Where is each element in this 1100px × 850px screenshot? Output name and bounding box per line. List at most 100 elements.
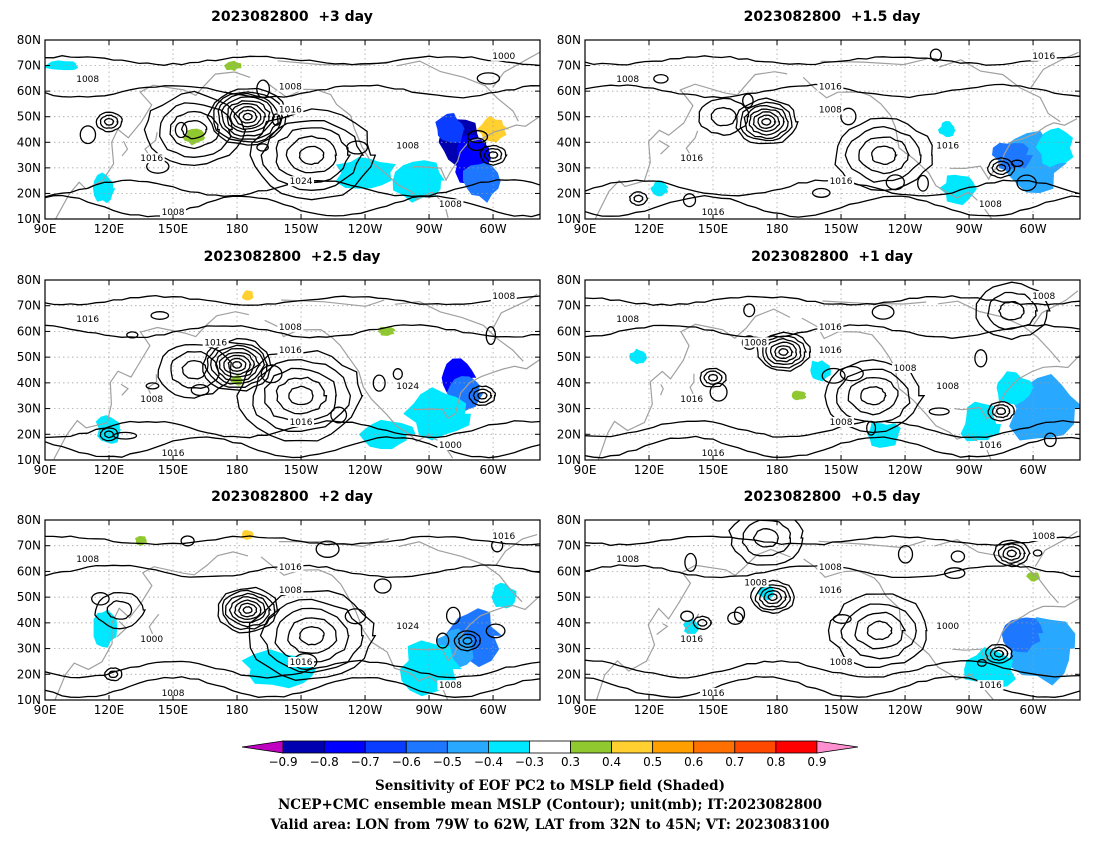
map-panel-plus-3-day: 1008 1008 1016 1016 1024 1008 1008 1000 1008 80N 7… (17, 33, 541, 236)
isobar (479, 144, 508, 166)
lon-tick-label: 150W (284, 222, 319, 236)
isobar (232, 361, 243, 369)
contour-label-bg (202, 337, 229, 348)
isobar (223, 354, 252, 376)
shaded-region (1035, 127, 1074, 168)
isobar (866, 620, 893, 641)
lat-tick-label: 10N (17, 693, 41, 707)
isobar (238, 109, 259, 124)
shaded-region (1001, 617, 1044, 653)
isobar (835, 368, 911, 424)
contour-label: 1008 (279, 323, 302, 333)
isobar (996, 163, 1007, 172)
lon-tick-label: 150E (698, 703, 729, 717)
contour-label-bg (394, 381, 421, 391)
coastline-segment (660, 384, 664, 396)
contour-label-bg (1030, 531, 1057, 541)
contour-label: 1016 (830, 177, 853, 187)
isobar (739, 101, 793, 142)
isobar (680, 610, 695, 622)
isobar (233, 599, 262, 620)
isobar (45, 420, 540, 439)
isobar (976, 658, 987, 667)
contour-label-bg (288, 657, 315, 667)
contour-label: 1008 (616, 315, 639, 325)
isobar (229, 102, 267, 130)
contour-label-bg (288, 176, 315, 187)
lon-tick-label: 60W (479, 463, 506, 477)
lat-tick-label: 50N (557, 590, 581, 604)
isobar (218, 351, 256, 378)
isobar (748, 108, 785, 136)
contour-label-bg (74, 314, 101, 325)
isobar (929, 48, 943, 62)
isobar (847, 376, 899, 416)
lon-tick-label: 90W (955, 463, 982, 477)
isobar (633, 194, 644, 203)
isobar (45, 194, 540, 218)
isobar (928, 407, 950, 416)
contour-label-bg (160, 687, 187, 698)
contour-label: 1016 (819, 346, 842, 356)
lon-tick-label: 150W (824, 463, 859, 477)
isobar (298, 626, 325, 646)
lat-tick-label: 60N (17, 84, 41, 98)
contour-label: 1016 (279, 346, 302, 356)
isobar (221, 589, 276, 631)
isobar (256, 143, 269, 152)
contour-label: 1008 (279, 83, 302, 93)
isobar (392, 368, 403, 380)
lon-tick-label: 120W (888, 463, 923, 477)
isobar (472, 388, 493, 403)
isobar (735, 97, 799, 145)
isobar (1010, 159, 1024, 168)
colorbar-tick-label: 0.5 (643, 755, 662, 769)
isobar (703, 370, 723, 385)
coastline-segment (938, 59, 1061, 123)
lat-tick-label: 40N (557, 376, 581, 390)
figure-caption-line-1: Sensitivity of EOF PC2 to MSLP field (Sh… (375, 778, 725, 794)
contour-label-bg (934, 140, 961, 151)
contour-label: 1016 (819, 83, 842, 93)
isobar (104, 667, 123, 682)
isobar (763, 589, 783, 605)
contour-labels: 1016 1008 1016 1008 1016 1024 1000 1008 1016 1016 (74, 291, 517, 459)
contour-label: 1008 (1032, 532, 1055, 542)
isobar (213, 91, 284, 143)
isobar (684, 552, 697, 572)
isobar (827, 593, 928, 669)
isobar (995, 407, 1007, 415)
lon-tick-label: 90E (574, 703, 597, 717)
isobar (749, 579, 795, 614)
colorbar-tick-label: −0.8 (310, 755, 339, 769)
isobar (991, 404, 1011, 419)
isobar (811, 187, 831, 198)
contour-label: 1008 (439, 681, 462, 691)
lon-tick-label: 120W (348, 222, 383, 236)
lat-tick-label: 20N (17, 186, 41, 200)
contour-label: 1008 (819, 106, 842, 116)
contour-label: 1000 (492, 52, 515, 62)
contour-label: 1016 (279, 106, 302, 116)
lon-tick-label: 60W (479, 703, 506, 717)
contour-label: 1016 (979, 681, 1002, 691)
lon-tick-label: 60W (1019, 222, 1046, 236)
map-panel-plus-1-day: 1008 1016 1016 1016 1008 1008 1016 1008 1016 1008… (557, 273, 1081, 477)
contour-label-bg (742, 577, 769, 588)
contour-label: 1008 (162, 208, 185, 218)
isobar (585, 55, 1080, 66)
contour-label: 1008 (1032, 292, 1055, 302)
lon-tick-label: 180 (766, 222, 789, 236)
lat-tick-label: 60N (17, 564, 41, 578)
contour-label: 1016 (140, 154, 163, 164)
lon-tick-label: 90W (415, 703, 442, 717)
contour-label: 1000 (140, 635, 163, 645)
isobar (45, 436, 540, 459)
isobar (169, 110, 220, 150)
contour-label: 1008 (744, 578, 767, 588)
isobar (99, 114, 119, 129)
coastline-segment (801, 317, 992, 460)
coastline-segment (495, 534, 538, 566)
panel-title-plus-2-5-day: 2023082800 +2.5 day (204, 249, 381, 265)
